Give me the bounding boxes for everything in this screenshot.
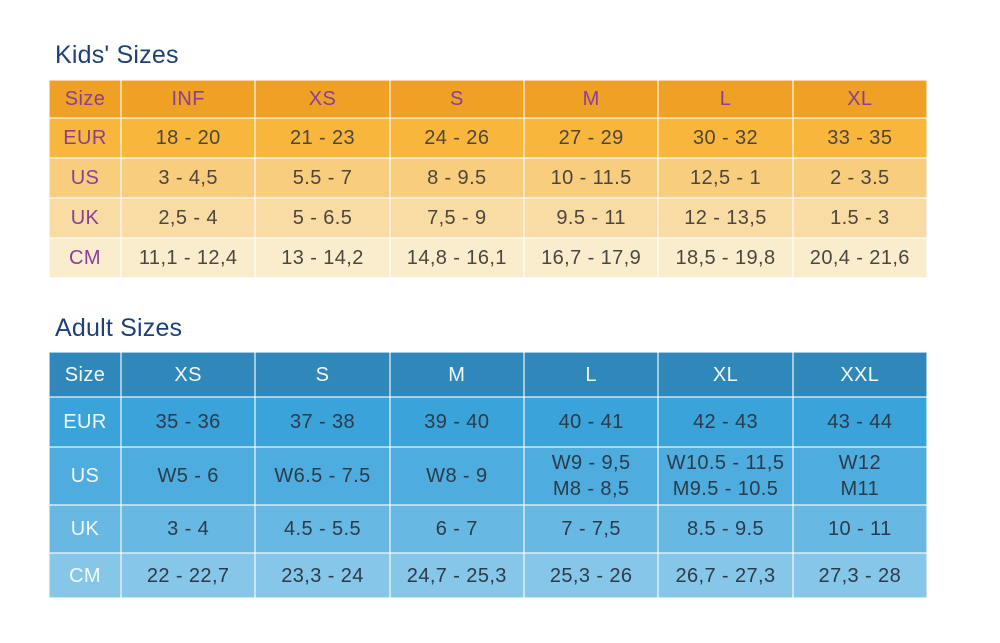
kids-sizes-table: Size INF XS S M L XL EUR 18 - 20 21 - 23 24 - 26 27… — [48, 78, 929, 279]
adult-cell-us-xs: W5 - 6 — [119, 446, 257, 506]
kids-cell-eur-xl: 33 - 35 — [791, 116, 929, 159]
adult-header-m: M — [388, 351, 525, 398]
adult-cell-eur-m: 39 - 40 — [388, 396, 525, 448]
adult-cell-uk-xl: 8.5 - 9.5 — [657, 504, 794, 554]
kids-cell-uk-m: 9.5 - 11 — [522, 196, 660, 239]
kids-header-inf: INF — [119, 78, 257, 119]
adult-header-l: L — [522, 351, 660, 398]
adult-cell-cm-m: 24,7 - 25,3 — [388, 552, 525, 599]
kids-row-label-uk: UK — [48, 196, 122, 239]
adult-cell-us-m: W8 - 9 — [388, 446, 525, 506]
adult-cell-cm-xl: 26,7 - 27,3 — [657, 552, 794, 599]
adult-cell-us-s: W6.5 - 7.5 — [254, 446, 391, 506]
adult-row-eur: EUR 35 - 36 37 - 38 39 - 40 40 - 41 42 - 43 43… — [48, 396, 929, 448]
adult-header-xs: XS — [119, 351, 257, 398]
kids-header-row: Size INF XS S M L XL — [48, 78, 929, 119]
kids-row-cm: CM 11,1 - 12,4 13 - 14,2 14,8 - 16,1 16,7 - … — [48, 236, 929, 279]
kids-cell-eur-inf: 18 - 20 — [119, 116, 257, 159]
kids-cell-cm-s: 14,8 - 16,1 — [388, 236, 525, 279]
adult-cell-cm-xxl: 27,3 - 28 — [791, 552, 929, 599]
adult-cell-eur-xl: 42 - 43 — [657, 396, 794, 448]
kids-cell-cm-xl: 20,4 - 21,6 — [791, 236, 929, 279]
adult-cell-uk-xs: 3 - 4 — [119, 504, 257, 554]
adult-cell-eur-l: 40 - 41 — [522, 396, 660, 448]
kids-header-l: L — [657, 78, 794, 119]
kids-cell-eur-l: 30 - 32 — [657, 116, 794, 159]
kids-cell-us-xs: 5.5 - 7 — [254, 156, 391, 199]
adult-cell-eur-s: 37 - 38 — [254, 396, 391, 448]
kids-cell-eur-s: 24 - 26 — [388, 116, 525, 159]
adult-sizes-table: Size XS S M L XL XXL EUR 35 - 36 37 - 38 39 - 40 40… — [48, 351, 929, 599]
adult-row-label-eur: EUR — [48, 396, 122, 448]
adult-row-label-uk: UK — [48, 504, 122, 554]
adult-header-s: S — [254, 351, 391, 398]
kids-cell-uk-xs: 5 - 6.5 — [254, 196, 391, 239]
adult-header-size: Size — [48, 351, 122, 398]
adult-cell-eur-xxl: 43 - 44 — [791, 396, 929, 448]
kids-cell-us-l: 12,5 - 1 — [657, 156, 794, 199]
adult-cell-uk-m: 6 - 7 — [388, 504, 525, 554]
adult-cell-eur-xs: 35 - 36 — [119, 396, 257, 448]
kids-cell-eur-xs: 21 - 23 — [254, 116, 391, 159]
kids-cell-us-xl: 2 - 3.5 — [791, 156, 929, 199]
kids-header-size: Size — [48, 78, 122, 119]
kids-cell-us-m: 10 - 11.5 — [522, 156, 660, 199]
adult-row-label-us: US — [48, 446, 122, 506]
adult-row-cm: CM 22 - 22,7 23,3 - 24 24,7 - 25,3 25,3 - 26… — [48, 552, 929, 599]
kids-cell-us-s: 8 - 9.5 — [388, 156, 525, 199]
kids-header-m: M — [522, 78, 660, 119]
adult-cell-cm-xs: 22 - 22,7 — [119, 552, 257, 599]
kids-cell-uk-l: 12 - 13,5 — [657, 196, 794, 239]
kids-cell-cm-l: 18,5 - 19,8 — [657, 236, 794, 279]
adult-header-xl: XL — [657, 351, 794, 398]
adult-sizes-title: Adult Sizes — [55, 313, 183, 342]
kids-cell-uk-s: 7,5 - 9 — [388, 196, 525, 239]
kids-cell-cm-inf: 11,1 - 12,4 — [119, 236, 257, 279]
kids-sizes-title: Kids' Sizes — [55, 41, 179, 69]
kids-cell-us-inf: 3 - 4,5 — [119, 156, 257, 199]
adult-cell-uk-s: 4.5 - 5.5 — [254, 504, 391, 554]
kids-cell-uk-xl: 1.5 - 3 — [791, 196, 929, 239]
adult-cell-cm-s: 23,3 - 24 — [254, 552, 391, 599]
kids-cell-cm-m: 16,7 - 17,9 — [522, 236, 660, 279]
adult-cell-uk-xxl: 10 - 11 — [791, 504, 929, 554]
kids-cell-cm-xs: 13 - 14,2 — [254, 236, 391, 279]
kids-cell-eur-m: 27 - 29 — [522, 116, 660, 159]
adult-cell-us-l: W9 - 9,5 M8 - 8,5 — [522, 446, 660, 506]
kids-cell-uk-inf: 2,5 - 4 — [119, 196, 257, 239]
adult-sizes-section: Adult Sizes Size XS S M L XL XXL EUR 35 - 36 37 -… — [48, 313, 1000, 599]
kids-sizes-section: Kids' Sizes Size INF XS S M L XL EUR 18 - 20 21 -… — [48, 41, 1000, 279]
kids-row-label-us: US — [48, 156, 122, 199]
kids-header-s: S — [388, 78, 525, 119]
adult-cell-us-xl: W10.5 - 11,5 M9.5 - 10.5 — [657, 446, 794, 506]
adult-header-xxl: XXL — [791, 351, 929, 398]
kids-header-xl: XL — [791, 78, 929, 119]
kids-row-label-eur: EUR — [48, 116, 122, 159]
adult-row-us: US W5 - 6 W6.5 - 7.5 W8 - 9 W9 - 9,5 M8 - 8,5… — [48, 446, 929, 506]
adult-row-label-cm: CM — [48, 552, 122, 599]
kids-row-eur: EUR 18 - 20 21 - 23 24 - 26 27 - 29 30 - 32 33… — [48, 116, 929, 159]
adult-cell-uk-l: 7 - 7,5 — [522, 504, 660, 554]
adult-header-row: Size XS S M L XL XXL — [48, 351, 929, 398]
kids-header-xs: XS — [254, 78, 391, 119]
adult-cell-cm-l: 25,3 - 26 — [522, 552, 660, 599]
adult-cell-us-xxl: W12 M11 — [791, 446, 929, 506]
kids-row-label-cm: CM — [48, 236, 122, 279]
